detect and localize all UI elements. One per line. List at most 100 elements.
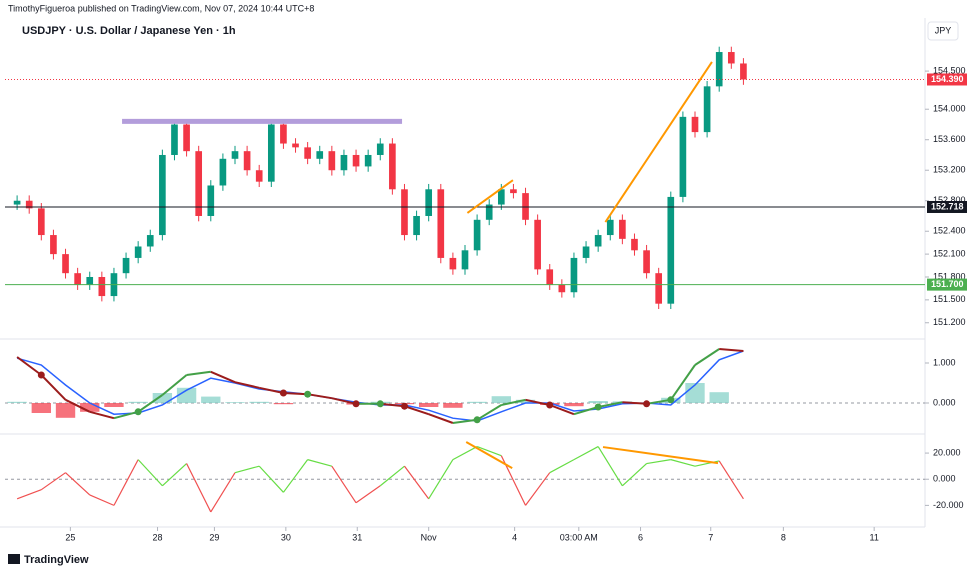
y-tick-label: 20.000 [933, 447, 961, 457]
indicator-segment [331, 465, 357, 504]
trend-drawing [604, 61, 713, 223]
candle-body [267, 124, 275, 182]
indicator-segment [40, 374, 67, 401]
price-label-box [927, 73, 967, 86]
candle-body [280, 124, 287, 144]
histogram-bar [152, 393, 173, 403]
indicator-segment [525, 472, 551, 506]
price-label: 152.718 [931, 201, 964, 211]
price-label-box [927, 200, 967, 213]
candle-body [292, 143, 299, 148]
indicator-segment [89, 410, 115, 420]
candle-body [594, 235, 602, 247]
candle-body [37, 208, 45, 236]
indicator-segment [161, 463, 187, 487]
y-tick-label: 152.100 [933, 248, 966, 258]
histogram-bar [7, 401, 27, 403]
histogram-bar [201, 396, 221, 403]
candle-body [255, 170, 263, 182]
candle-body [413, 215, 420, 236]
indicator-segment [210, 472, 236, 513]
x-tick-label: 6 [638, 532, 643, 542]
indicator-segment [669, 364, 696, 401]
indicator-segment [65, 472, 91, 496]
candle-body [437, 189, 445, 258]
indicator-segment [428, 413, 454, 424]
candle-body [715, 52, 723, 87]
cross-dot [400, 402, 408, 410]
indicator-segment [234, 381, 260, 389]
candle-body [522, 193, 529, 220]
brand-name: TradingView [24, 554, 89, 566]
candle-body [86, 276, 94, 285]
price-label: 151.700 [931, 279, 964, 289]
indicator-segment [573, 406, 599, 416]
indicator-segment [476, 445, 502, 457]
y-tick-label: 152.400 [933, 226, 966, 236]
currency-button[interactable] [927, 21, 959, 41]
price-label: 154.390 [931, 74, 964, 84]
candle-body [50, 235, 57, 255]
y-tick-label: 154.000 [933, 104, 966, 114]
indicator-segment [622, 401, 647, 405]
candle-body [304, 147, 311, 159]
histogram-bar [176, 387, 197, 403]
candle-body [122, 257, 130, 274]
indicator-segment [137, 459, 163, 487]
indicator-segment [452, 418, 478, 424]
histogram-bar [685, 383, 705, 403]
publisher-line: TimothyFigueroa published on TradingView… [8, 3, 314, 13]
candle-body [62, 254, 69, 274]
candle-body [74, 273, 81, 285]
candle-body [679, 116, 687, 197]
candle-body [207, 185, 215, 216]
candle-body [534, 219, 541, 270]
candle-body [195, 151, 203, 216]
x-tick-label: 30 [281, 532, 291, 542]
indicator-segment [597, 401, 623, 408]
cross-dot [643, 400, 651, 408]
candle-body [582, 246, 590, 258]
candle-body [461, 250, 469, 270]
indicator-segment [549, 459, 575, 474]
candle-body [449, 257, 457, 270]
indicator-segment [646, 459, 671, 465]
candle-body [25, 200, 33, 209]
candle-body [558, 284, 566, 293]
histogram-bar [273, 403, 294, 405]
candle-body [546, 269, 554, 285]
candle-body [655, 273, 663, 304]
candle-body [13, 200, 21, 205]
x-tick-label: 8 [781, 532, 786, 542]
chart-title: USDJPY · U.S. Dollar / Japanese Yen · 1h [22, 25, 236, 37]
indicator-segment [646, 398, 671, 405]
candle-body [340, 154, 348, 171]
indicator-segment [694, 348, 720, 366]
indicator-segment [234, 465, 260, 474]
histogram-bar [55, 403, 76, 418]
indicator-segment [331, 397, 357, 405]
indicator-segment [501, 398, 526, 406]
indicator-segment [621, 463, 647, 487]
indicator-segment [379, 465, 405, 487]
candle-body [510, 189, 517, 194]
indicator-segment [16, 489, 42, 500]
indicator-segment [283, 392, 308, 396]
y-tick-label: 151.500 [933, 294, 966, 304]
y-tick-label: 151.200 [933, 317, 966, 327]
indicator-segment [670, 459, 696, 467]
x-tick-label: 29 [209, 532, 219, 542]
trend-drawing [466, 179, 514, 214]
trend-drawing [465, 441, 513, 469]
y-tick-label: 153.600 [933, 134, 966, 144]
cross-dot [352, 400, 360, 408]
candle-body [364, 154, 372, 167]
candle-body [159, 154, 166, 236]
candle-body [98, 276, 106, 297]
indicator-segment [113, 410, 139, 420]
indicator-segment [525, 398, 550, 406]
candle-body [231, 151, 239, 159]
indicator-segment [16, 356, 42, 376]
candle-body [485, 204, 493, 220]
